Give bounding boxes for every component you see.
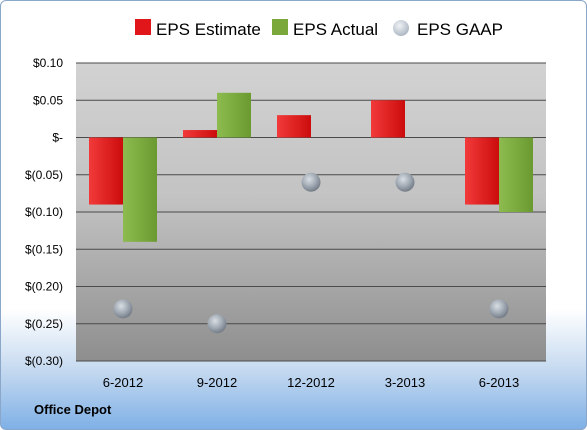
- legend: EPS Estimate EPS Actual EPS GAAP: [135, 19, 503, 39]
- gaap-markers: [113, 172, 509, 334]
- company-name: Office Depot: [34, 402, 112, 417]
- bar-eps-actual: [499, 137, 533, 212]
- legend-label-estimate: EPS Estimate: [156, 20, 261, 39]
- bar-eps-estimate: [183, 130, 217, 138]
- y-tick-label: $-: [52, 131, 63, 145]
- marker-eps-gaap: [395, 172, 415, 192]
- marker-eps-gaap: [489, 299, 509, 319]
- bar-eps-estimate: [277, 115, 311, 138]
- legend-label-gaap: EPS GAAP: [417, 20, 503, 39]
- bar-eps-estimate: [371, 100, 405, 138]
- x-tick-label: 3-2013: [385, 375, 425, 390]
- y-tick-label: $(0.20): [25, 280, 63, 294]
- legend-swatch-estimate: [135, 19, 151, 35]
- bar-eps-actual: [123, 137, 157, 242]
- bar-eps-estimate: [465, 137, 499, 205]
- bars: [89, 92, 533, 242]
- x-tick-label: 9-2012: [197, 375, 237, 390]
- y-tick-label: $(0.05): [25, 168, 63, 182]
- bar-eps-actual: [217, 92, 251, 138]
- y-axis: $0.10 $0.05 $- $(0.05) $(0.10) $(0.15) $(0.20)…: [25, 56, 63, 368]
- marker-eps-gaap: [301, 172, 321, 192]
- y-tick-label: $(0.15): [25, 242, 63, 256]
- legend-swatch-gaap: [393, 20, 409, 36]
- x-tick-label: 6-2013: [479, 375, 519, 390]
- y-tick-label: $(0.10): [25, 205, 63, 219]
- marker-eps-gaap: [207, 314, 227, 334]
- y-tick-label: $(0.25): [25, 317, 63, 331]
- y-tick-label: $0.05: [33, 93, 63, 107]
- y-tick-label: $(0.30): [25, 354, 63, 368]
- x-axis: 6-2012 9-2012 12-2012 3-2013 6-2013: [103, 375, 519, 390]
- marker-eps-gaap: [113, 299, 133, 319]
- bar-eps-estimate: [89, 137, 123, 205]
- x-tick-label: 6-2012: [103, 375, 143, 390]
- legend-label-actual: EPS Actual: [293, 20, 378, 39]
- x-tick-label: 12-2012: [287, 375, 335, 390]
- legend-swatch-actual: [272, 19, 288, 35]
- y-tick-label: $0.10: [33, 56, 63, 70]
